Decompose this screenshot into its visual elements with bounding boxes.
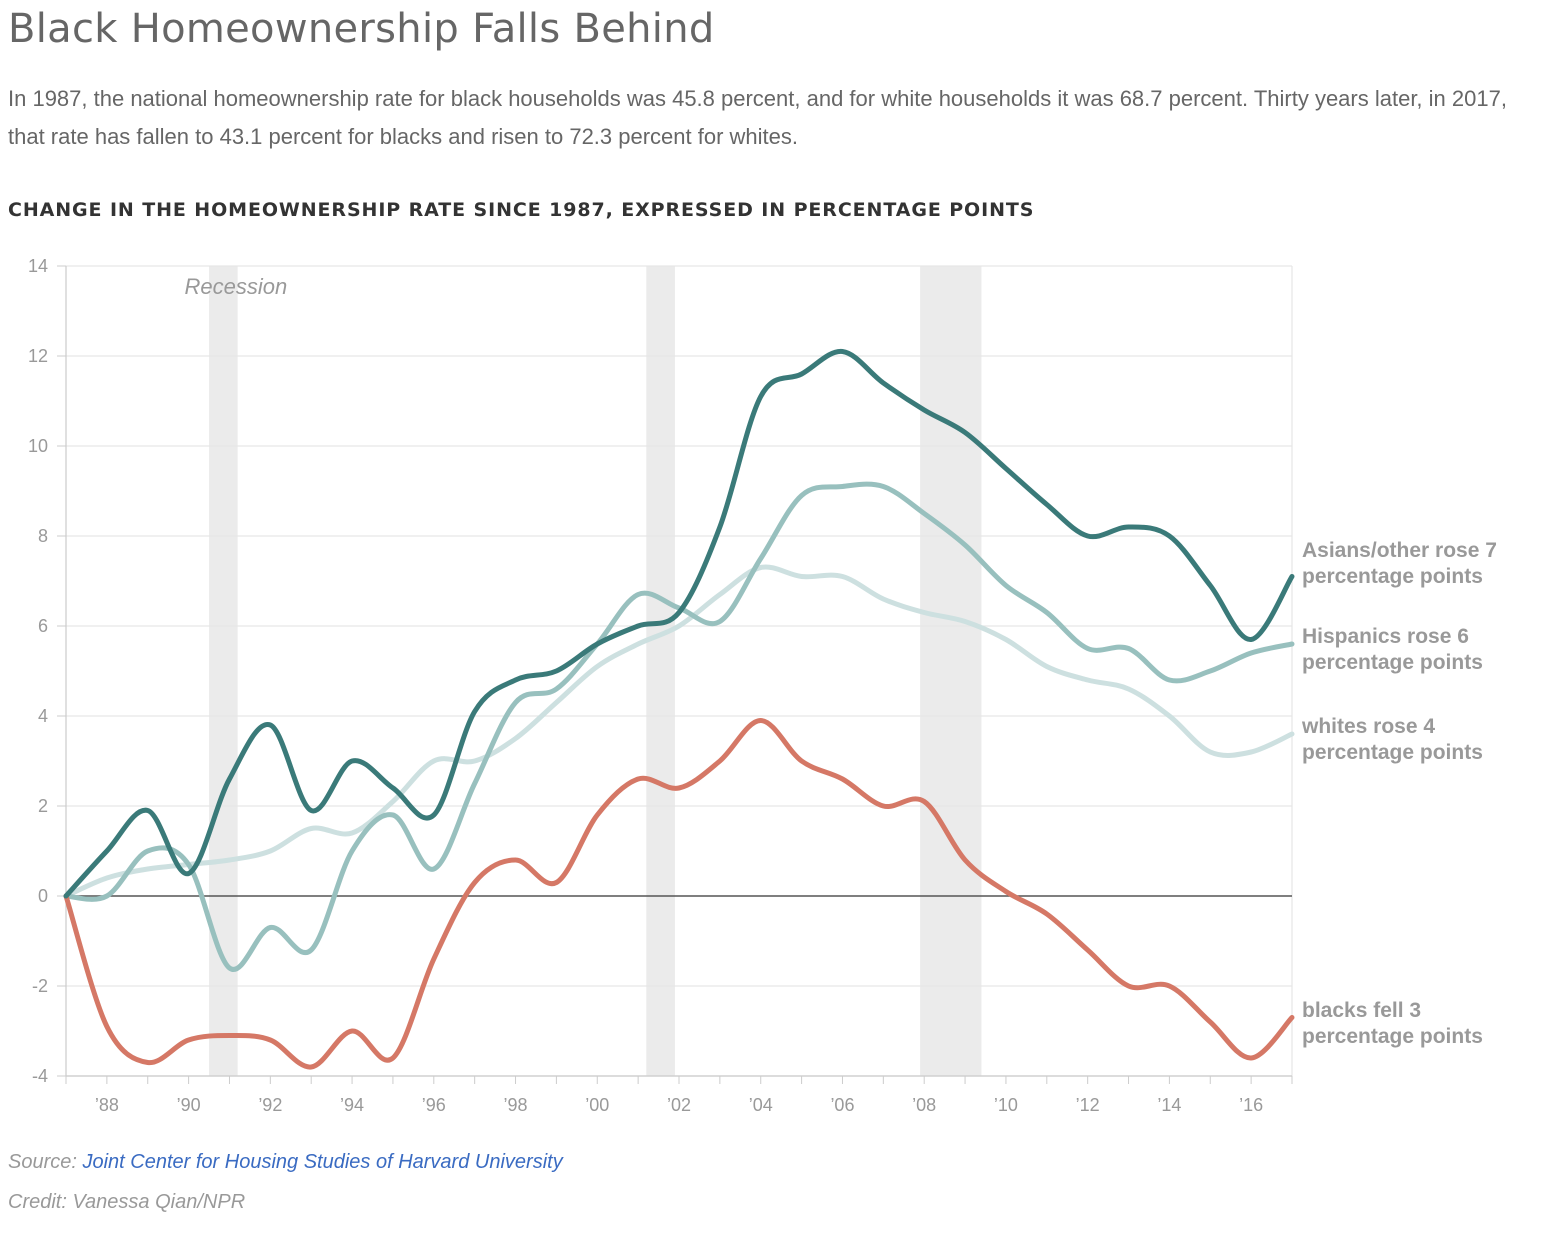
y-tick-label: 4 xyxy=(38,706,48,726)
axes: -4 -2 0 2 4 6 8 10 12 14 ’88 ’90 ’92 ’94 ’96 ’98 ’00 ’02 ’… xyxy=(28,256,1293,1115)
x-tick-label: ’98 xyxy=(504,1095,528,1115)
credit-line: Credit: Vanessa Qian/NPR xyxy=(8,1191,246,1213)
y-tick-label: -4 xyxy=(32,1066,48,1086)
x-tick-label: ’02 xyxy=(667,1095,691,1115)
y-tick-label: 14 xyxy=(28,256,48,276)
source-prefix: Source: xyxy=(8,1151,83,1173)
y-tick-label: 6 xyxy=(38,616,48,636)
page-title: Black Homeownership Falls Behind xyxy=(8,6,715,52)
chart-subtitle: In 1987, the national homeownership rate… xyxy=(8,86,1507,149)
y-tick-label: -2 xyxy=(32,976,48,996)
line-chart: Recession -4 -2 0 2 4 6 8 10 12 14 ’88 ’90 ’92 ’94 ’96… xyxy=(28,256,1497,1115)
source-link[interactable]: Joint Center for Housing Studies of Harv… xyxy=(82,1151,563,1173)
y-tick-label: 8 xyxy=(38,526,48,546)
y-tick-label: 0 xyxy=(38,886,48,906)
y-tick-label: 2 xyxy=(38,796,48,816)
series-line-hispanics xyxy=(63,481,1295,972)
source-line: Source: Joint Center for Housing Studies… xyxy=(8,1151,563,1174)
x-tick-label: ’88 xyxy=(95,1095,119,1115)
series-labels: Asians/other rose 7 percentage points Hisp… xyxy=(1301,539,1497,1048)
x-tick-label: ’90 xyxy=(177,1095,201,1115)
chart-title: CHANGE IN THE HOMEOWNERSHIP RATE SINCE 1… xyxy=(8,199,1035,221)
x-tick-label: ’92 xyxy=(258,1095,282,1115)
x-tick-label: ’06 xyxy=(830,1095,854,1115)
series-end-label: Asians/other rose 7 xyxy=(1302,539,1497,562)
recession-label: Recession xyxy=(185,274,288,299)
series-end-label: percentage points xyxy=(1302,1025,1483,1048)
series-line-blacks xyxy=(63,718,1295,1070)
x-tick-label: ’94 xyxy=(340,1095,364,1115)
x-tick-label: ’00 xyxy=(585,1095,609,1115)
x-tick-label: ’12 xyxy=(1076,1095,1100,1115)
recession-bands: Recession xyxy=(185,266,982,1076)
x-tick-label: ’96 xyxy=(422,1095,446,1115)
series-end-label: percentage points xyxy=(1302,651,1483,674)
series-end-label: percentage points xyxy=(1302,741,1483,764)
series-end-label: blacks fell 3 xyxy=(1302,999,1421,1022)
series-line-asians-other xyxy=(63,348,1295,899)
series-line-whites xyxy=(63,564,1295,899)
x-tick-label: ’16 xyxy=(1239,1095,1263,1115)
y-tick-label: 10 xyxy=(28,436,48,456)
x-tick-label: ’10 xyxy=(994,1095,1018,1115)
x-tick-label: ’08 xyxy=(912,1095,936,1115)
recession-band xyxy=(646,266,675,1076)
series-end-label: percentage points xyxy=(1302,565,1483,588)
series-lines xyxy=(63,348,1295,1070)
recession-band xyxy=(920,266,982,1076)
series-end-label: whites rose 4 xyxy=(1301,715,1435,738)
series-end-label: Hispanics rose 6 xyxy=(1302,625,1469,648)
x-tick-label: ’14 xyxy=(1157,1095,1181,1115)
x-tick-label: ’04 xyxy=(749,1095,773,1115)
y-tick-label: 12 xyxy=(28,346,48,366)
